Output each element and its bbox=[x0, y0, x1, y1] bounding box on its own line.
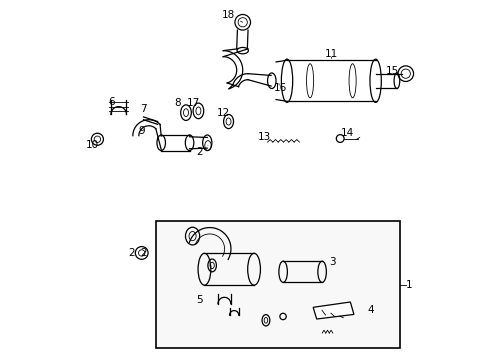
Text: 13: 13 bbox=[257, 132, 270, 142]
Bar bbox=[156, 221, 400, 348]
Text: 15: 15 bbox=[385, 66, 399, 76]
Text: 3: 3 bbox=[328, 257, 335, 267]
Text: 5: 5 bbox=[195, 295, 202, 305]
Text: 16: 16 bbox=[273, 83, 286, 93]
Text: 2: 2 bbox=[127, 248, 134, 258]
Polygon shape bbox=[312, 302, 353, 319]
Text: 18: 18 bbox=[222, 10, 242, 22]
Text: 4: 4 bbox=[367, 305, 374, 315]
Text: 2: 2 bbox=[196, 145, 207, 157]
Text: 10: 10 bbox=[86, 140, 99, 149]
Text: 7: 7 bbox=[140, 104, 146, 114]
Text: 6: 6 bbox=[108, 97, 115, 107]
Text: 2: 2 bbox=[140, 248, 146, 258]
Text: 17: 17 bbox=[186, 98, 199, 108]
Text: 11: 11 bbox=[324, 49, 337, 59]
Text: 1: 1 bbox=[405, 280, 412, 289]
Text: 12: 12 bbox=[216, 108, 229, 118]
Text: 8: 8 bbox=[174, 98, 181, 108]
Text: 9: 9 bbox=[138, 126, 145, 136]
Text: 14: 14 bbox=[340, 128, 353, 138]
